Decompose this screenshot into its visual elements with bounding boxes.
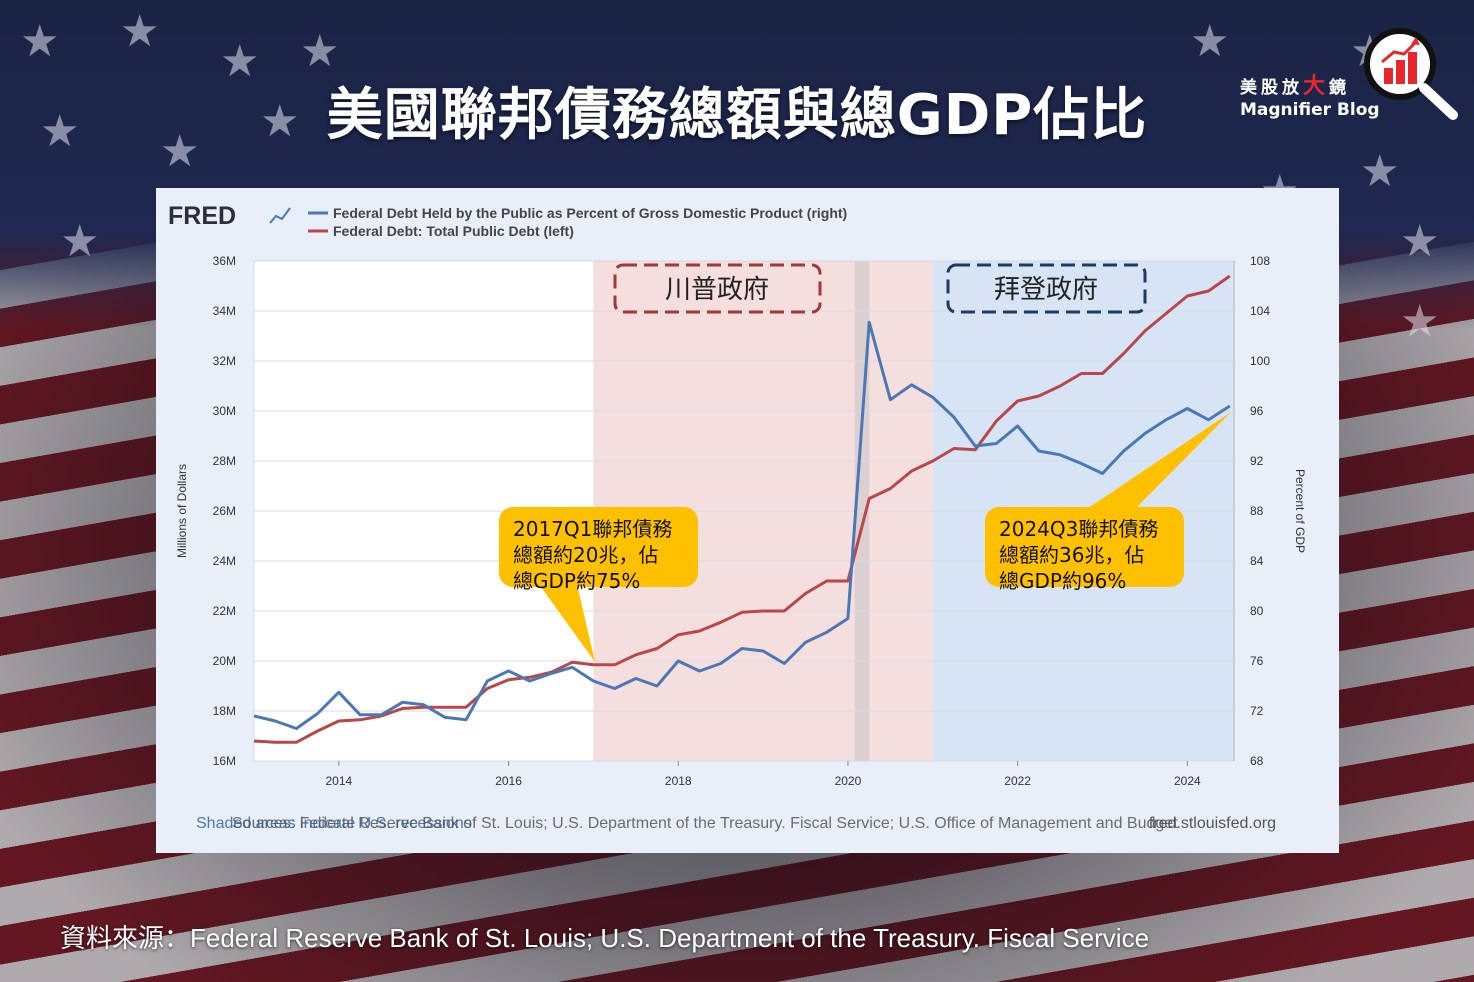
brand-logo: 美股放大鏡 Magnifier Blog	[1240, 74, 1380, 121]
x-tick-label: 2022	[1004, 774, 1031, 788]
y-tick-left: 28M	[213, 454, 236, 468]
y-tick-left: 34M	[213, 304, 236, 318]
callout-2024-line: 總GDP約96%	[999, 569, 1126, 593]
fred-logo: FRED	[168, 202, 236, 230]
callout-2024-pointer	[1081, 412, 1231, 513]
y-tick-left: 18M	[213, 704, 236, 718]
y-tick-right: 96	[1250, 404, 1264, 418]
y-axis-title-left: Millions of Dollars	[175, 464, 189, 558]
y-tick-right: 92	[1250, 454, 1264, 468]
callout-2017-line: 總額約20兆，佔	[513, 543, 658, 567]
biden-label-box	[946, 263, 1147, 314]
y-tick-right: 108	[1250, 254, 1270, 268]
callout-2024-line: 總額約36兆，佔	[999, 543, 1144, 567]
y-tick-right: 84	[1250, 554, 1264, 568]
y-tick-right: 104	[1250, 304, 1270, 318]
brand-name-cn: 美股放大鏡	[1240, 74, 1351, 99]
page-title: 美國聯邦債務總額與總GDP佔比	[326, 83, 1148, 148]
footer-sources: Sources: Federal Reserve Bank of St. Lou…	[232, 815, 1178, 832]
y-axis-title-right: Percent of GDP	[1293, 469, 1307, 553]
legend-label-debt: Federal Debt: Total Public Debt (left)	[333, 223, 574, 239]
bg-star: ★	[260, 96, 300, 147]
gdp-series-line	[253, 320, 1231, 730]
magnifier-logo-icon	[1364, 28, 1458, 120]
y-tick-right: 80	[1250, 604, 1264, 618]
bg-star: ★	[300, 26, 340, 77]
y-tick-right: 68	[1250, 754, 1264, 768]
callout-2017-box	[499, 507, 698, 587]
y-tick-left: 30M	[213, 404, 236, 418]
trump-label-box	[613, 263, 822, 314]
y-tick-right: 76	[1250, 654, 1264, 668]
y-tick-left: 24M	[213, 554, 236, 568]
bg-star: ★	[160, 126, 200, 177]
y-tick-left: 36M	[213, 254, 236, 268]
y-tick-left: 20M	[213, 654, 236, 668]
bg-star: ★	[20, 16, 60, 67]
y-tick-left: 16M	[213, 754, 236, 768]
bg-star: ★	[120, 6, 160, 57]
chart-panel: 16M 18M 20M 22M 24M 26M 28M 30M 32M 34M 36M 68 72 76 8…	[156, 188, 1339, 853]
footer-shaded-note: Shaded areas indicate U.S. recessions	[196, 815, 472, 832]
x-tick-label: 2018	[665, 774, 692, 788]
source-caption: 資料來源：Federal Reserve Bank of St. Louis; …	[60, 923, 1150, 953]
bg-star: ★	[220, 36, 260, 87]
footer-url: fred.stlouisfed.org	[1149, 815, 1276, 832]
bg-star: ★	[1400, 216, 1440, 267]
debt-series-line	[253, 274, 1231, 744]
x-tick-label: 2024	[1174, 774, 1201, 788]
trump-label: 川普政府	[665, 275, 769, 305]
brand-name-en: Magnifier Blog	[1240, 100, 1380, 121]
y-tick-left: 26M	[213, 504, 236, 518]
biden-label: 拜登政府	[994, 275, 1098, 305]
bg-star: ★	[60, 216, 100, 267]
y-tick-left: 22M	[213, 604, 236, 618]
y-tick-right: 72	[1250, 704, 1264, 718]
bg-star: ★	[1400, 296, 1440, 347]
fred-chart: 16M 18M 20M 22M 24M 26M 28M 30M 32M 34M 36M 68 72 76 8…	[168, 202, 1307, 832]
bg-star: ★	[1360, 146, 1400, 197]
x-tick-label: 2014	[325, 774, 352, 788]
y-tick-right: 88	[1250, 504, 1264, 518]
bg-star: ★	[40, 106, 80, 157]
bg-star: ★	[1190, 16, 1230, 67]
x-tick-label: 2020	[835, 774, 862, 788]
y-tick-right: 100	[1250, 354, 1270, 368]
y-tick-left: 32M	[213, 354, 236, 368]
x-tick-label: 2016	[495, 774, 522, 788]
callout-2024-line: 2024Q3聯邦債務	[999, 517, 1158, 541]
callout-2017-line: 2017Q1聯邦債務	[513, 517, 672, 541]
legend-label-gdp: Federal Debt Held by the Public as Perce…	[333, 205, 847, 221]
callout-2024-box	[985, 507, 1184, 587]
callout-2017-line: 總GDP約75%	[513, 569, 640, 593]
fred-chart-icon	[269, 207, 291, 224]
callout-2017-pointer	[536, 580, 595, 662]
